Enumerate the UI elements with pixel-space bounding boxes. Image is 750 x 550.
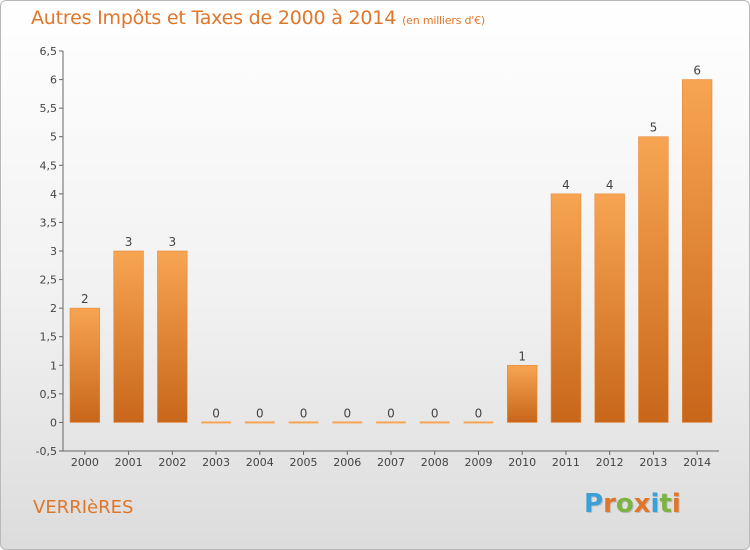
y-tick-label: 0,5 bbox=[40, 388, 58, 401]
bar bbox=[419, 421, 450, 424]
y-tick-label: 3,5 bbox=[40, 216, 58, 229]
bar bbox=[594, 193, 625, 423]
y-tick-label: 0 bbox=[50, 416, 57, 429]
bar bbox=[507, 364, 538, 423]
y-tick-label: 4 bbox=[50, 188, 57, 201]
x-tick-label: 2005 bbox=[290, 456, 318, 469]
x-tick-label: 2014 bbox=[683, 456, 711, 469]
bar bbox=[550, 193, 582, 423]
commune-name: VERRIèRES bbox=[33, 497, 134, 518]
x-tick-label: 2013 bbox=[639, 456, 667, 469]
bar-value-label: 0 bbox=[475, 406, 483, 420]
x-tick-label: 2006 bbox=[333, 456, 361, 469]
logo-letter: x bbox=[633, 489, 651, 519]
bar bbox=[463, 421, 494, 424]
bar bbox=[332, 421, 363, 424]
x-tick-label: 2002 bbox=[158, 456, 186, 469]
bar-value-label: 0 bbox=[431, 406, 439, 420]
bar bbox=[201, 421, 231, 424]
logo-letter: i bbox=[671, 489, 681, 519]
bar bbox=[69, 307, 101, 423]
x-tick-label: 2004 bbox=[246, 456, 274, 469]
y-tick-label: 5,5 bbox=[40, 102, 58, 115]
x-tick-label: 2009 bbox=[464, 456, 492, 469]
bar-value-label: 0 bbox=[212, 406, 220, 420]
data-labels: 2 3 3 0 0 0 0 0 0 0 1 4 4 5 6 bbox=[81, 64, 701, 421]
y-tick-label: 1 bbox=[50, 359, 57, 372]
bar-value-label: 3 bbox=[125, 235, 133, 249]
chart-unit: (en milliers d'€) bbox=[402, 14, 485, 27]
logo-letter: o bbox=[615, 489, 634, 519]
x-tick-label: 2011 bbox=[552, 456, 580, 469]
bar-value-label: 1 bbox=[518, 349, 526, 363]
bar-value-label: 5 bbox=[650, 121, 658, 135]
x-tick-label: 2008 bbox=[421, 456, 449, 469]
bar bbox=[288, 421, 319, 424]
proxiti-logo: Proxiti bbox=[584, 489, 681, 519]
chart-title: Autres Impôts et Taxes de 2000 à 2014 (en… bbox=[31, 7, 485, 29]
logo-letter: r bbox=[603, 489, 616, 519]
x-tick-label: 2001 bbox=[115, 456, 143, 469]
y-tick-label: 5 bbox=[50, 131, 57, 144]
bar-value-label: 6 bbox=[693, 64, 701, 78]
bar-value-label: 0 bbox=[387, 406, 395, 420]
bar-value-label: 3 bbox=[169, 235, 177, 249]
x-tick-label: 2012 bbox=[596, 456, 624, 469]
bar-value-label: 4 bbox=[606, 178, 614, 192]
x-tick-label: 2000 bbox=[71, 456, 99, 469]
y-tick-label: 6 bbox=[50, 74, 57, 87]
bars bbox=[69, 79, 713, 424]
logo-letter: i bbox=[650, 489, 660, 519]
x-tick-label: 2003 bbox=[202, 456, 230, 469]
logo-letter: t bbox=[659, 489, 672, 519]
bar bbox=[157, 250, 188, 423]
bar bbox=[113, 250, 144, 423]
bar-value-label: 0 bbox=[300, 406, 308, 420]
y-tick-label: 4,5 bbox=[40, 159, 58, 172]
bar-value-label: 0 bbox=[256, 406, 264, 420]
bar bbox=[244, 421, 275, 424]
x-tick-label: 2007 bbox=[377, 456, 405, 469]
bar-value-label: 0 bbox=[343, 406, 351, 420]
y-tick-label: 3 bbox=[50, 245, 57, 258]
bar bbox=[638, 136, 669, 423]
y-tick-label: 1,5 bbox=[40, 331, 58, 344]
y-tick-label: 6,5 bbox=[40, 45, 58, 58]
logo-letter: P bbox=[584, 489, 604, 519]
y-tick-label: -0,5 bbox=[36, 445, 57, 458]
bar-value-label: 4 bbox=[562, 178, 570, 192]
bar bbox=[376, 421, 406, 424]
y-tick-label: 2 bbox=[50, 302, 57, 315]
y-tick-label: 2,5 bbox=[40, 274, 58, 287]
bar-value-label: 2 bbox=[81, 292, 89, 306]
x-tick-label: 2010 bbox=[508, 456, 536, 469]
bar bbox=[681, 79, 713, 423]
